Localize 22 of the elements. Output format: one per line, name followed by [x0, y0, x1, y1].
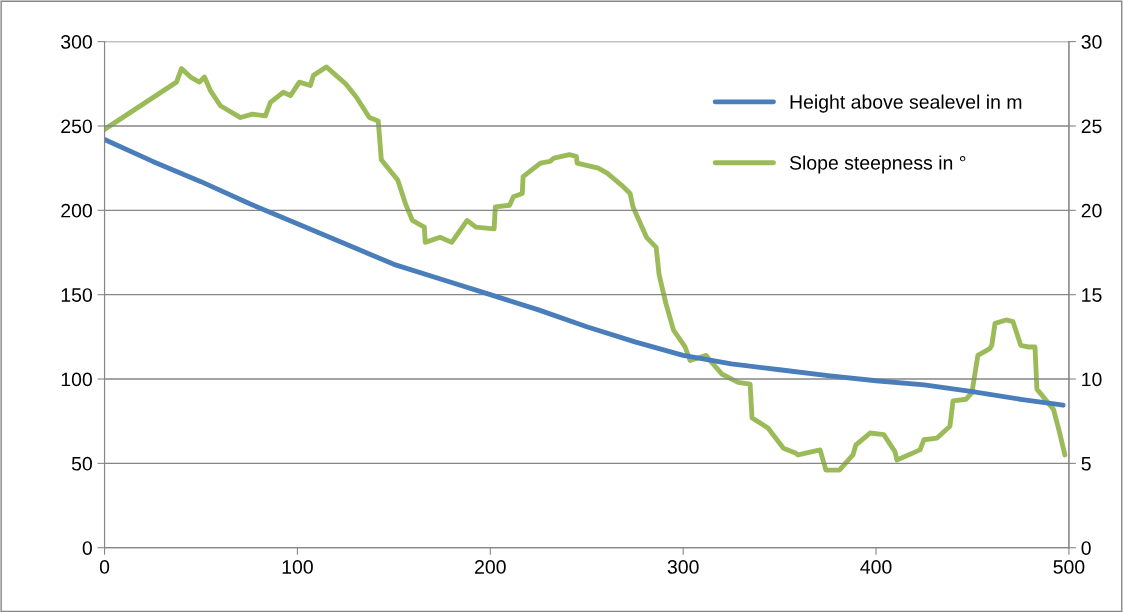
legend-label: Slope steepness in °: [789, 155, 966, 174]
x-tick-label: 300: [667, 560, 699, 574]
x-tick-label: 500: [1053, 560, 1085, 574]
y-tick-label: 50: [71, 456, 92, 471]
y2-tick-label: 30: [1081, 35, 1102, 49]
legend-label: Height above sealevel in m: [790, 94, 1022, 113]
y-tick-label: 0: [82, 541, 92, 555]
y2-tick-label: 5: [1081, 457, 1091, 471]
y2-tick-label: 20: [1081, 203, 1102, 218]
y2-tick-label: 15: [1082, 288, 1102, 302]
y-tick-label: 150: [61, 288, 92, 302]
y-tick-label: 200: [61, 203, 92, 218]
y-tick-label: 100: [61, 372, 92, 387]
x-tick-label: 200: [475, 560, 506, 574]
x-tick-label: 100: [282, 560, 313, 574]
y2-tick-label: 25: [1081, 119, 1102, 134]
y-tick-label: 300: [61, 35, 92, 49]
x-tick-label: 400: [860, 560, 892, 574]
y2-tick-label: 0: [1081, 541, 1091, 555]
y-tick-label: 250: [61, 119, 92, 134]
y2-tick-label: 10: [1082, 372, 1102, 387]
x-tick-label: 0: [99, 560, 110, 574]
